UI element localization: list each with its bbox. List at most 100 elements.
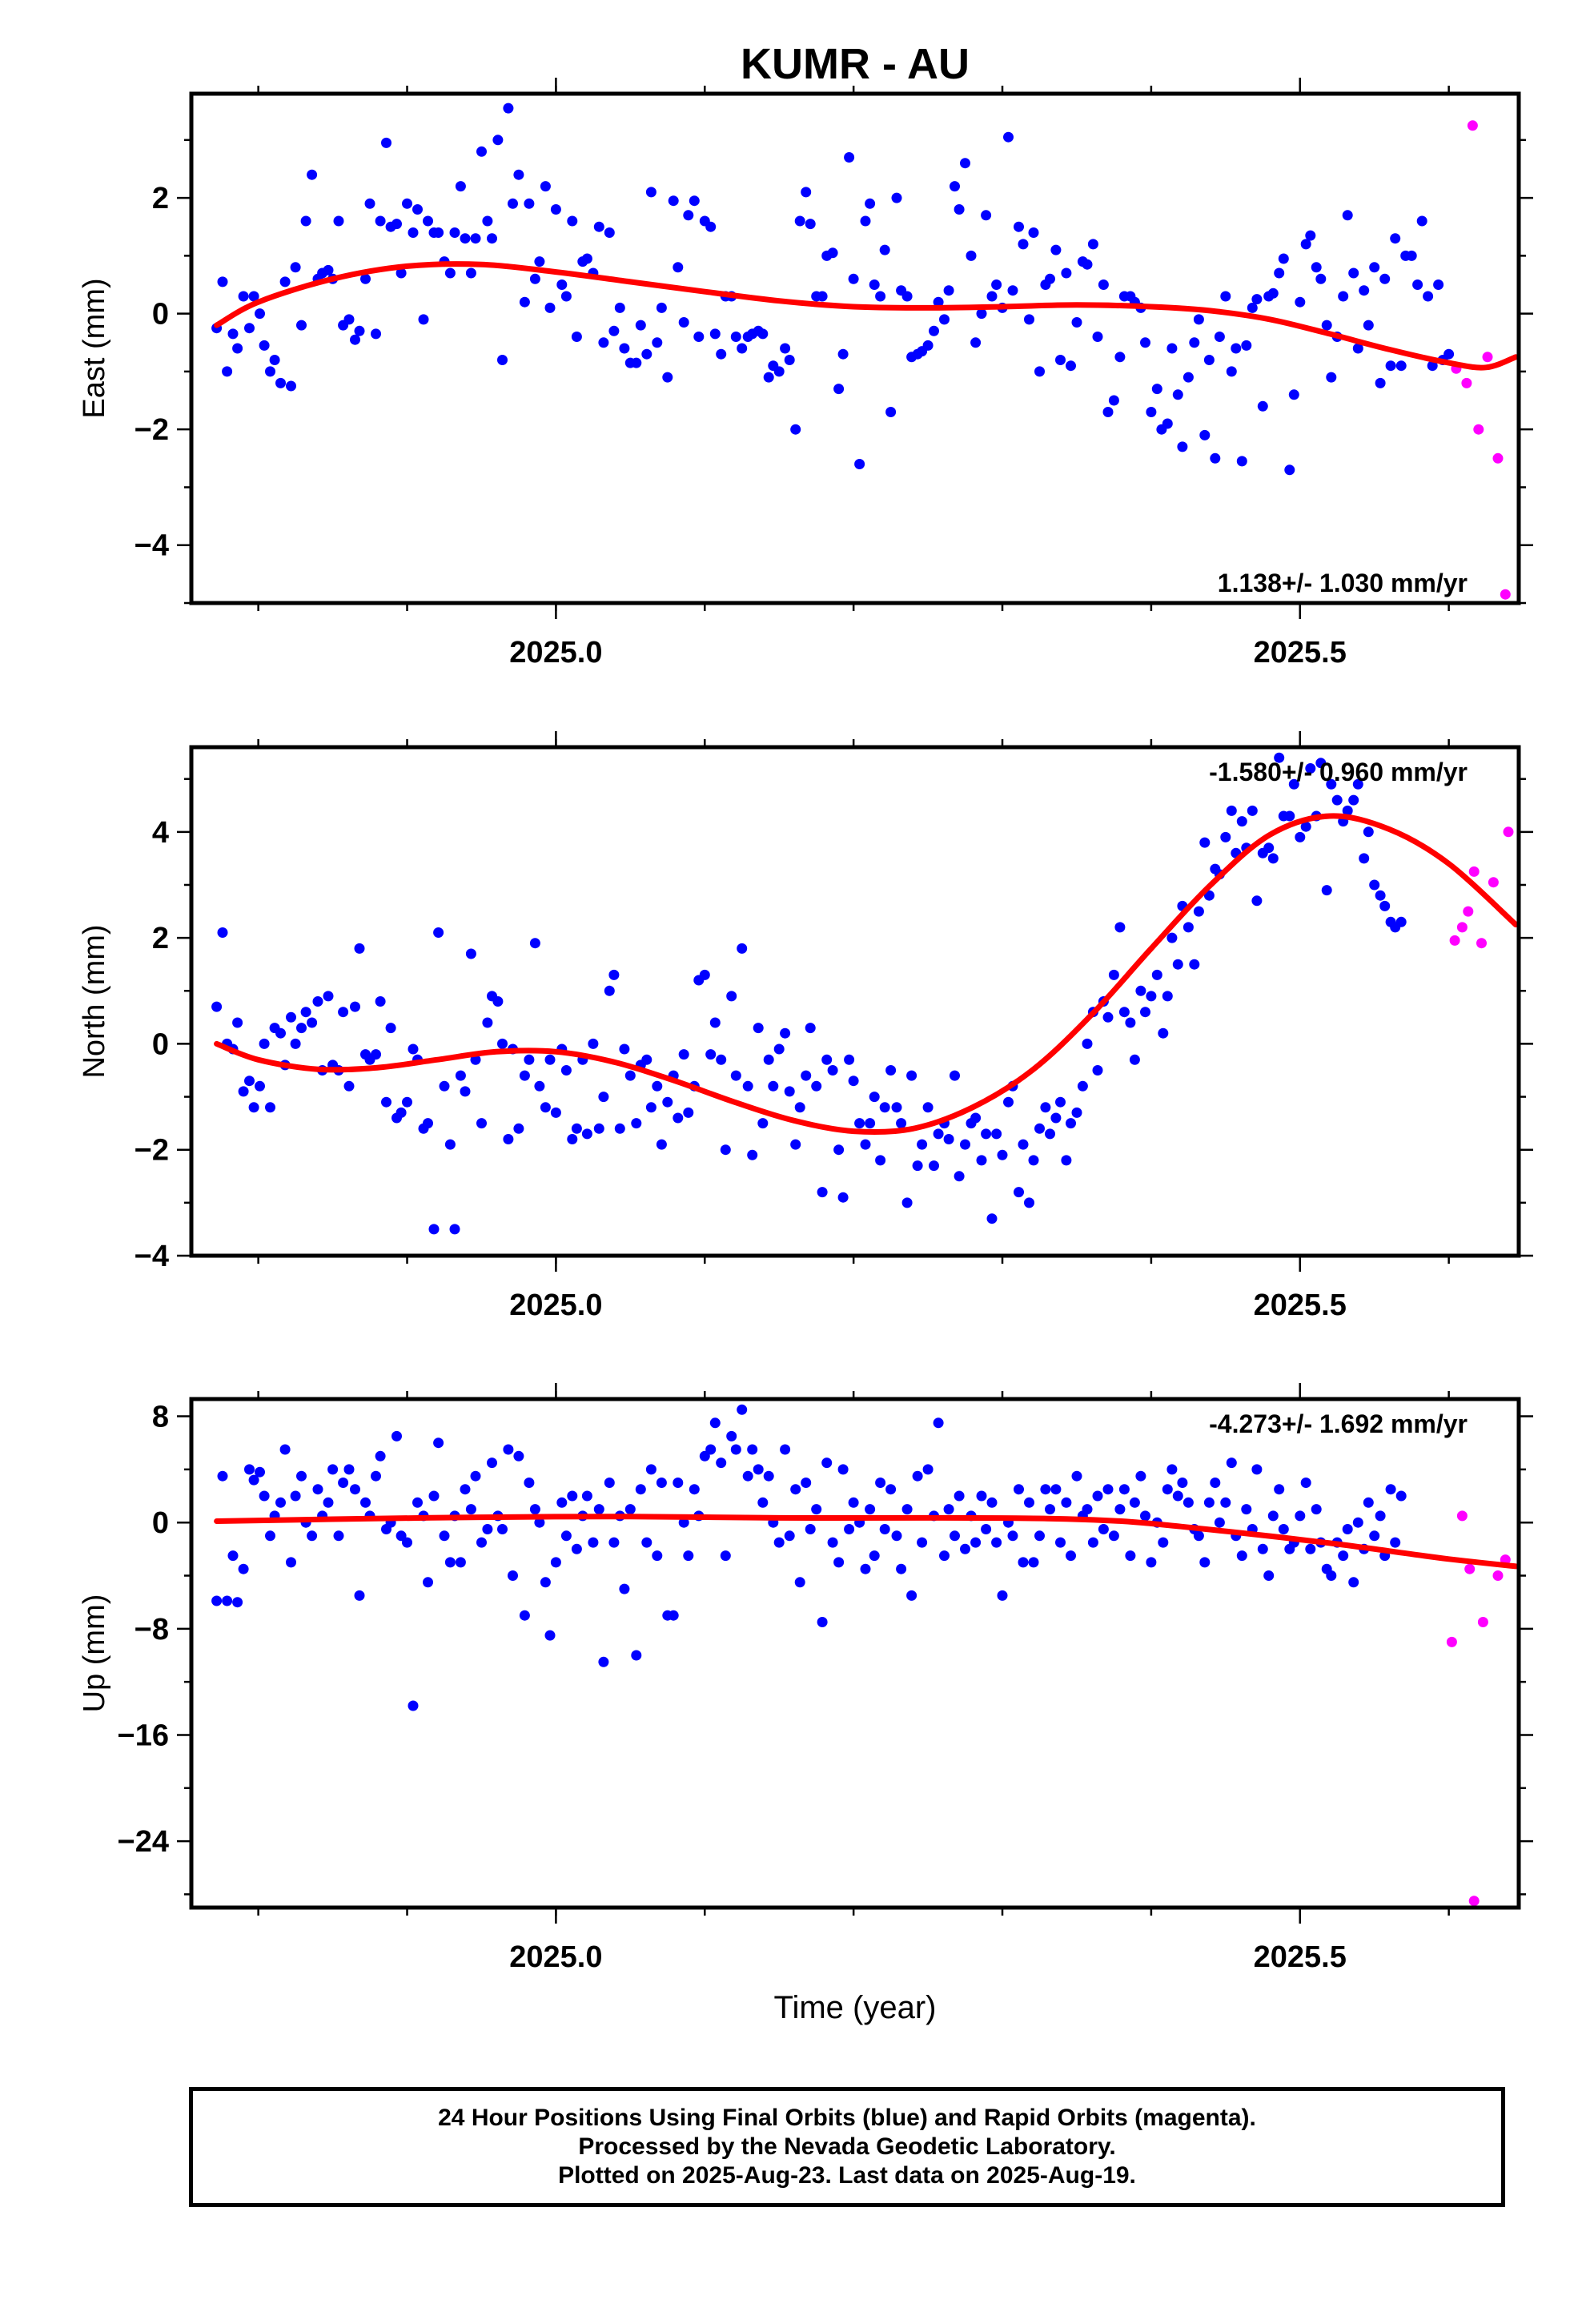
final-point [1162,1484,1173,1495]
final-point [737,343,748,354]
final-point [1050,244,1062,255]
final-point [885,407,897,417]
final-point [1003,1096,1014,1108]
final-point [513,1123,524,1134]
final-point [1102,1484,1114,1495]
final-point [1034,366,1045,377]
final-point [821,1458,833,1469]
final-point [742,1470,753,1482]
final-point [865,1504,876,1515]
final-point [1348,1577,1359,1588]
caption-line-2: Processed by the Nevada Geodetic Laborat… [578,2133,1116,2160]
final-point [753,1023,764,1034]
final-point [631,1650,642,1661]
y-tick-label: −2 [135,413,169,447]
final-point [487,233,497,244]
y-tick-label: 2 [152,922,169,955]
final-point [844,152,855,163]
final-point [508,198,518,209]
final-point [385,1023,396,1034]
final-point [492,135,504,146]
final-point [943,285,954,296]
final-point [854,459,865,469]
final-point [833,1144,845,1156]
final-point [402,1537,412,1548]
final-point [668,1610,679,1621]
figure-title: KUMR - AU [741,40,970,88]
final-point [1251,294,1263,305]
final-point [1352,1517,1363,1528]
final-point [1172,389,1183,400]
final-point [906,1070,917,1081]
final-point [922,1464,934,1475]
final-point [465,948,476,959]
final-point [1305,230,1316,241]
final-point [350,1001,360,1012]
final-point [550,204,561,215]
y-tick-label: −24 [118,1825,169,1859]
final-point [844,1054,855,1065]
rapid-point [1473,424,1484,435]
final-point [465,1504,476,1515]
rate-label: 1.138+/- 1.030 mm/yr [1218,569,1468,597]
final-point [1129,1054,1140,1065]
final-point [716,348,727,360]
final-point [1040,1484,1051,1495]
final-point [801,1070,812,1081]
panel-north: 2025.0 2025.5 4 2 0 −2 −4 North (mm) -1.580+/- 0… [78,731,1533,1322]
final-point [598,1092,609,1103]
final-point [290,1038,301,1049]
final-point [1305,1543,1316,1554]
final-point [343,314,355,325]
final-point [290,1490,301,1502]
final-point [1050,1112,1062,1124]
final-point [869,279,880,290]
final-point [981,1128,992,1140]
final-point [1129,1497,1140,1508]
final-point [1395,916,1407,927]
final-point [773,1537,785,1548]
final-point [1162,991,1173,1002]
final-point [1203,355,1215,365]
final-point [476,1537,487,1548]
final-point [476,146,487,157]
final-point [673,1478,684,1488]
final-point [1220,1497,1231,1508]
final-point [1390,233,1401,244]
final-point [1395,360,1407,372]
final-point [593,1123,604,1134]
final-point [1193,906,1204,917]
final-point [1071,1470,1082,1482]
final-point [1140,337,1150,348]
final-point [848,1497,859,1508]
fit-curve [214,261,1519,371]
final-point [716,1054,727,1065]
final-point [588,1537,599,1548]
final-point [1166,1464,1178,1475]
final-point [720,1144,731,1156]
final-point [865,1118,876,1129]
final-point [1014,1187,1024,1198]
final-point [396,1107,407,1118]
final-point [991,1537,1002,1548]
final-point [668,195,679,207]
final-point [912,1470,923,1482]
final-point [1182,922,1194,933]
final-point [217,276,228,287]
final-point [338,1007,349,1018]
final-point [1151,384,1162,395]
final-point [1125,1017,1136,1028]
final-point [238,1563,249,1574]
final-point [244,1076,255,1087]
final-point [1257,1543,1268,1554]
final-point [1241,1504,1252,1515]
final-point [1189,959,1200,970]
final-point [879,244,890,255]
final-point [1087,1537,1098,1548]
final-point [624,1504,636,1515]
final-point [275,377,286,388]
final-point [837,1192,849,1203]
rapid-point [1446,1636,1457,1647]
final-point [211,1595,223,1606]
final-point [683,1550,694,1562]
